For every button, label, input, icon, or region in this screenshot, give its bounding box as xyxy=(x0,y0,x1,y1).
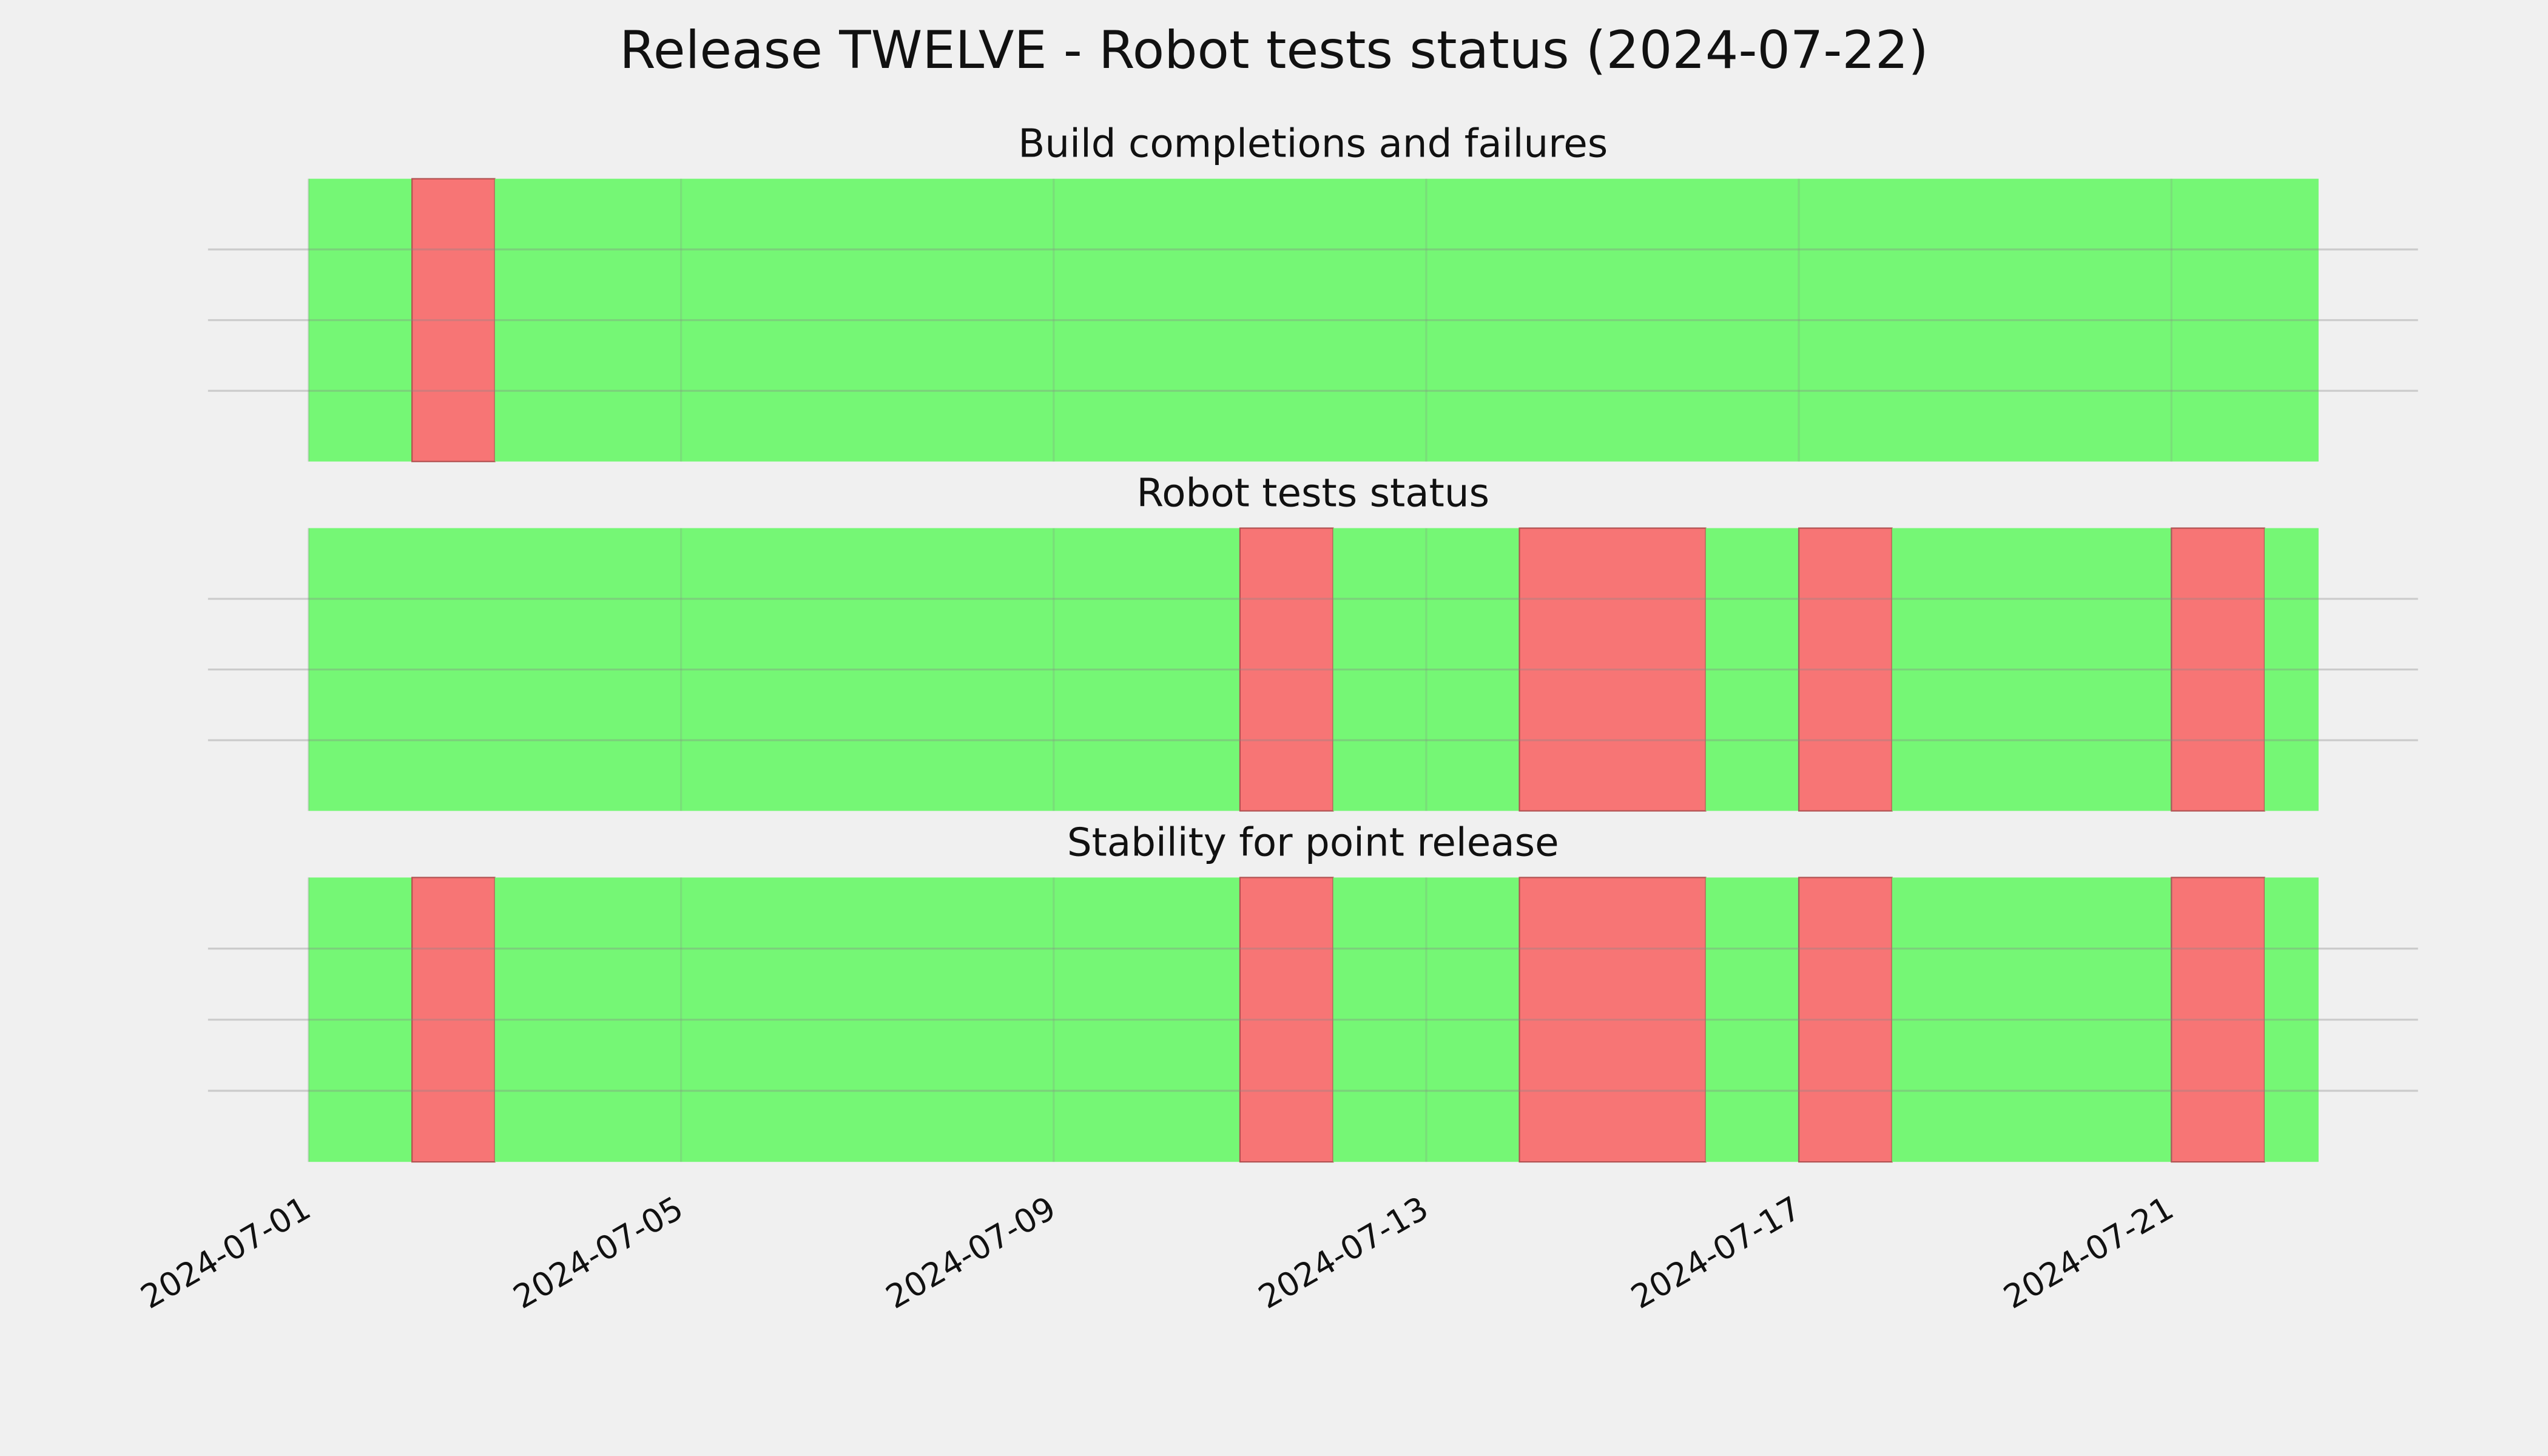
status-span xyxy=(1892,528,2172,811)
status-span xyxy=(1239,877,1334,1163)
status-span xyxy=(308,877,413,1162)
status-span xyxy=(411,178,496,462)
status-span xyxy=(1518,527,1707,812)
status-span xyxy=(1798,877,1893,1163)
status-span xyxy=(308,528,1240,811)
panel-title: Robot tests status xyxy=(1136,471,1489,516)
status-span xyxy=(1333,528,1520,811)
status-span xyxy=(1892,877,2172,1162)
status-span xyxy=(1518,877,1707,1163)
panel-title: Stability for point release xyxy=(1067,820,1559,865)
chart-title: Release TWELVE - Robot tests status (202… xyxy=(619,20,1929,81)
status-span xyxy=(1798,527,1893,812)
status-span xyxy=(1333,877,1520,1162)
status-span xyxy=(494,877,1240,1162)
status-span xyxy=(1705,528,1799,811)
status-span xyxy=(2171,877,2265,1163)
panel-title: Build completions and failures xyxy=(1018,121,1608,167)
status-span xyxy=(2264,528,2319,811)
status-span xyxy=(2264,877,2319,1162)
status-span xyxy=(1705,877,1799,1162)
status-span xyxy=(1239,527,1334,812)
status-span xyxy=(494,178,2319,462)
status-span xyxy=(308,178,413,462)
status-span xyxy=(2171,527,2265,812)
